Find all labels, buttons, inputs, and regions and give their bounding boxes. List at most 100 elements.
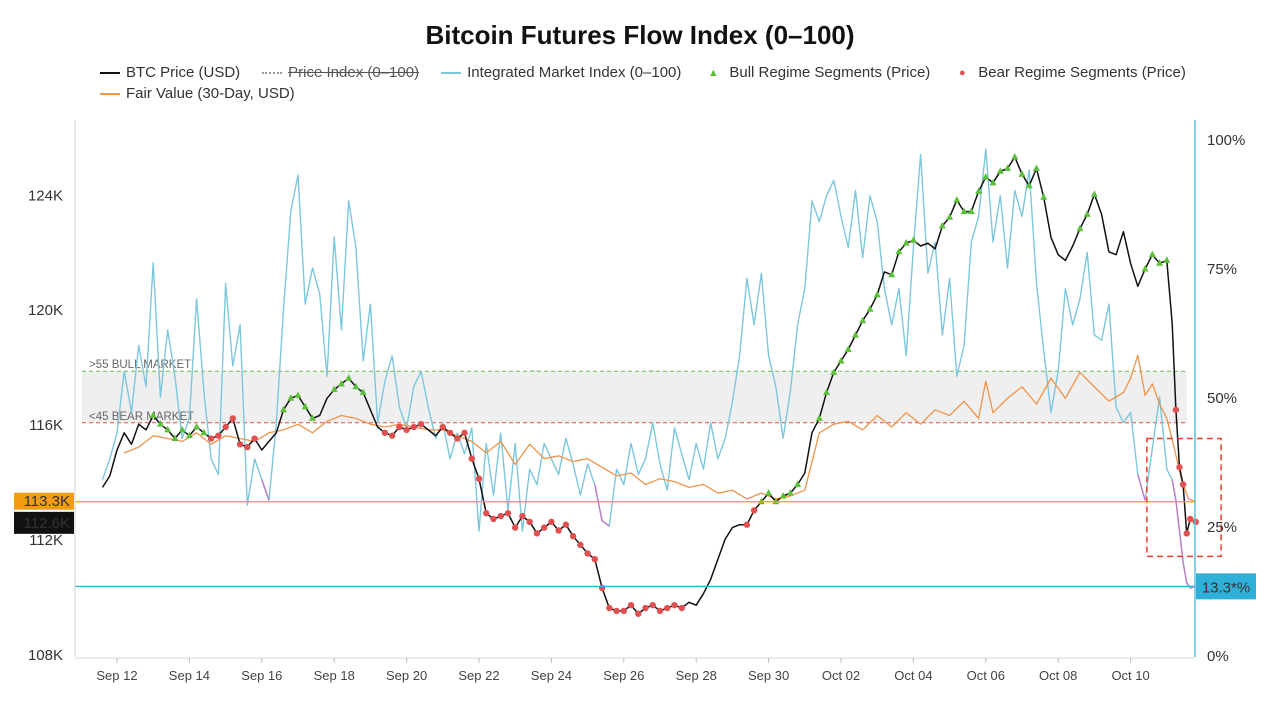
x-tick-label: Oct 08 [1039, 668, 1077, 683]
bear-regime-marker [468, 455, 475, 462]
bear-regime-marker [627, 601, 635, 609]
legend-item-price-index[interactable]: Price Index (0–100) [262, 64, 419, 81]
bear-regime-marker [678, 604, 685, 612]
bull-regime-marker [1025, 181, 1033, 189]
bull-regime-marker [301, 402, 309, 410]
integrated-index-low-segment [1171, 479, 1196, 589]
bear-regime-marker [577, 541, 584, 549]
bear-regime-marker [1179, 481, 1187, 488]
bull-regime-marker [200, 428, 208, 436]
bear-regime-marker [743, 521, 751, 528]
bear-regime-marker [236, 441, 244, 448]
bull-band-label: >55 BULL MARKET [89, 359, 191, 371]
bull-regime-marker [178, 425, 186, 433]
bear-regime-marker [1172, 406, 1180, 413]
bear-regime-marker [475, 475, 483, 482]
legend-row-2: Fair Value (30-Day, USD) [100, 83, 1220, 104]
legend-label: Price Index (0–100) [288, 64, 420, 81]
legend-label: Fair Value (30-Day, USD) [126, 85, 295, 102]
legend-swatch-line-icon [441, 71, 462, 74]
legend-swatch-line-icon [100, 71, 120, 74]
bull-regime-marker [280, 405, 288, 413]
bear-regime-marker [591, 555, 599, 563]
bull-regime-marker [823, 388, 831, 396]
bear-regime-marker [244, 443, 251, 451]
bull-regime-marker [1076, 224, 1084, 232]
y-left-tick-label: 108K [28, 647, 63, 664]
legend-item-bull-regime[interactable]: ▲ Bull Regime Segments (Price) [703, 64, 930, 81]
bull-regime-marker [294, 391, 302, 398]
bear-regime-marker [540, 524, 548, 531]
bear-regime-marker [533, 530, 541, 537]
bull-regime-marker [794, 480, 802, 487]
price-tag [14, 511, 74, 534]
neutral-band [82, 371, 1187, 423]
bull-regime-marker [352, 382, 360, 390]
bear-regime-marker [461, 429, 468, 436]
bull-regime-marker [1148, 250, 1156, 258]
bear-regime-marker [504, 510, 512, 517]
bull-regime-marker [866, 305, 874, 312]
x-tick-label: Sep 16 [241, 668, 282, 683]
y-left-tick-label: 124K [28, 187, 63, 204]
legend-item-integrated-index[interactable]: Integrated Market Index (0–100) [441, 64, 681, 81]
bull-regime-marker [873, 290, 881, 298]
x-tick-label: Sep 18 [314, 668, 355, 683]
bear-regime-marker [1176, 464, 1183, 471]
bull-regime-marker [164, 425, 172, 433]
bear-regime-marker [562, 521, 570, 528]
legend-item-fair-value[interactable]: Fair Value (30-Day, USD) [100, 85, 295, 102]
bear-regime-marker [620, 607, 627, 615]
bear-regime-marker [497, 512, 504, 520]
chart-legend: BTC Price (USD) Price Index (0–100) Inte… [100, 62, 1220, 104]
legend-item-bear-regime[interactable]: ● Bear Regime Segments (Price) [952, 64, 1186, 81]
bull-regime-marker [330, 385, 338, 393]
bull-regime-marker [902, 239, 910, 246]
bear-regime-marker [664, 604, 671, 612]
bear-regime-marker [388, 432, 396, 439]
legend-row-1: BTC Price (USD) Price Index (0–100) Inte… [100, 62, 1220, 83]
bull-regime-marker [149, 411, 157, 419]
bull-regime-marker [909, 236, 917, 243]
bear-regime-marker [642, 604, 649, 612]
x-tick-label: Sep 14 [169, 668, 210, 683]
bull-regime-marker [193, 423, 201, 430]
legend-swatch-dotted-icon [262, 71, 283, 74]
bear-regime-marker [635, 610, 642, 617]
legend-item-btc-price[interactable]: BTC Price (USD) [100, 64, 240, 81]
bull-regime-marker [287, 394, 295, 401]
x-tick-label: Sep 26 [603, 668, 644, 683]
bear-regime-marker [454, 435, 461, 442]
bull-regime-marker [1141, 265, 1149, 272]
bear-regime-marker [526, 518, 533, 526]
bull-regime-marker [359, 388, 367, 396]
bull-regime-marker [1083, 210, 1091, 217]
bull-regime-marker [888, 270, 896, 278]
y-left-tick-label: 116K [29, 417, 63, 434]
bull-regime-marker [859, 316, 867, 324]
bear-regime-marker [483, 510, 490, 517]
bear-regime-marker [606, 604, 613, 612]
bear-regime-marker [656, 607, 664, 615]
bear-regime-marker [417, 420, 425, 428]
bear-regime-marker [229, 415, 237, 422]
fair-value-tag [14, 492, 74, 510]
fair-value-tag-label: 113.3K [24, 493, 70, 510]
bull-regime-marker [996, 167, 1004, 174]
bull-regime-marker [156, 420, 164, 427]
bull-regime-marker [967, 207, 975, 215]
x-tick-label: Sep 24 [531, 668, 572, 683]
bear-regime-marker [584, 550, 591, 557]
bear-regime-marker [207, 435, 215, 442]
bull-regime-marker [1004, 164, 1012, 171]
bull-regime-marker [851, 331, 859, 338]
bear-regime-marker [446, 429, 454, 436]
bear-regime-marker [403, 426, 410, 434]
y-right-tick-label: 100% [1207, 132, 1245, 149]
y-right-tick-label: 25% [1207, 519, 1237, 536]
y-left-tick-label: 120K [28, 302, 63, 319]
bear-regime-marker [613, 607, 620, 615]
bear-regime-marker [750, 507, 758, 514]
bear-regime-marker [1183, 530, 1190, 537]
bull-regime-marker [895, 247, 903, 255]
